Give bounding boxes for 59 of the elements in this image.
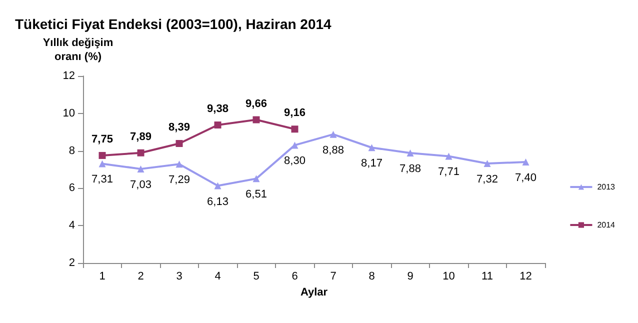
data-label: 8,17	[361, 158, 382, 170]
x-tick-label: 3	[176, 270, 182, 282]
point	[484, 160, 491, 168]
legend-label: 2013	[597, 182, 616, 192]
x-tick-label: 8	[368, 270, 375, 282]
data-label: 7,29	[168, 174, 190, 186]
point	[330, 130, 337, 138]
chart-title: Tüketici Fiyat Endeksi (2003=100), Haziran 2014	[15, 16, 332, 32]
point	[252, 175, 260, 182]
point	[291, 126, 298, 133]
x-tick-label: 1	[99, 270, 106, 282]
point	[98, 152, 106, 159]
data-label: 9,38	[207, 102, 228, 115]
y-tick-label: 2	[68, 257, 75, 269]
data-label: 9,16	[284, 107, 306, 120]
point	[214, 182, 222, 190]
y-tick-label: 8	[68, 144, 75, 157]
x-tick-label: 10	[442, 270, 455, 282]
data-label: 6,51	[246, 188, 267, 201]
data-label: 7,32	[476, 174, 498, 186]
x-tick-label: 7	[330, 270, 336, 282]
x-tick-label: 12	[520, 270, 532, 282]
x-tick-label: 6	[292, 270, 298, 282]
x-tick-label: 9	[407, 270, 414, 282]
x-axis-title: Aylar	[300, 286, 328, 298]
legend-label: 2014	[597, 220, 616, 230]
data-label: 7,31	[92, 174, 113, 186]
x-tick-label: 11	[482, 270, 493, 282]
x-tick-label: 5	[253, 270, 260, 282]
point	[368, 144, 376, 152]
y-tick-label: 10	[62, 107, 75, 120]
point	[214, 121, 222, 128]
y-tick-label: 12	[62, 70, 75, 82]
point	[291, 142, 298, 149]
point	[252, 116, 260, 124]
x-tick-label: 2	[138, 270, 144, 282]
point	[98, 160, 106, 168]
y-tick-label: 6	[68, 182, 75, 194]
data-label: 7,71	[438, 166, 460, 178]
data-label: 7,88	[400, 163, 421, 176]
point	[176, 140, 183, 148]
data-label: 7,03	[130, 178, 152, 191]
point	[406, 150, 414, 157]
data-label: 6,13	[207, 196, 228, 208]
x-tick-label: 4	[214, 270, 221, 282]
data-label: 7,89	[130, 130, 152, 143]
y-tick-label: 4	[68, 220, 75, 232]
data-label: 8,88	[322, 144, 344, 156]
data-label: 9,66	[246, 98, 267, 110]
data-label: 7,75	[92, 133, 113, 146]
point	[522, 158, 530, 166]
point	[137, 165, 144, 172]
point	[445, 152, 452, 160]
y-axis-title: Yıllık değişim oranı (%)	[42, 37, 114, 63]
data-label: 8,39	[168, 122, 190, 134]
point	[137, 149, 144, 156]
data-label: 8,30	[284, 155, 306, 168]
point	[176, 160, 183, 168]
data-label: 7,40	[515, 172, 536, 184]
